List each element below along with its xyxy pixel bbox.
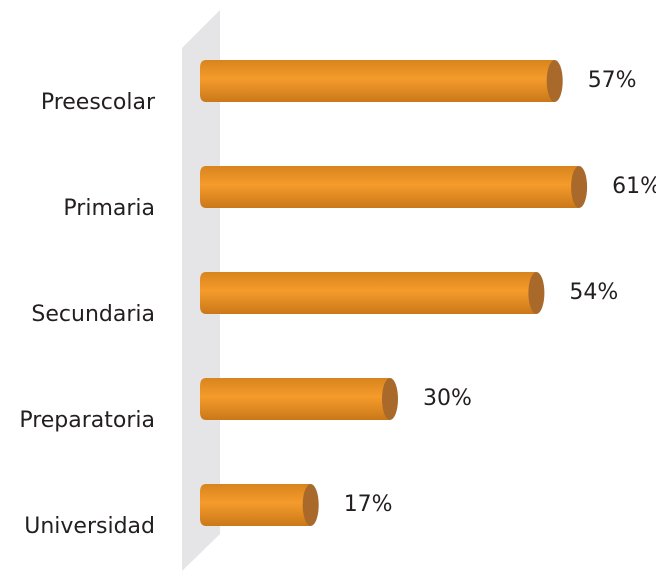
bar-body (200, 378, 390, 420)
bar (200, 272, 545, 314)
category-label: Primaria (63, 196, 155, 221)
bar-body (200, 60, 555, 102)
bar-cap (528, 272, 545, 314)
bar-cap (571, 166, 588, 208)
category-label: Preparatoria (19, 408, 155, 433)
bar-body (200, 272, 537, 314)
bar-body (200, 484, 311, 526)
category-label: Secundaria (31, 302, 155, 327)
category-label: Preescolar (41, 90, 156, 115)
value-label: 17% (344, 492, 393, 517)
value-label: 61% (612, 174, 656, 199)
value-label: 30% (423, 386, 472, 411)
value-label: 54% (569, 280, 618, 305)
bar-cap (382, 378, 398, 420)
category-label: Universidad (24, 514, 155, 539)
bar-body (200, 166, 580, 208)
value-label: 57% (588, 68, 637, 93)
bar (200, 60, 563, 102)
bar-cap (546, 60, 563, 102)
bar-cap (302, 484, 319, 526)
bar (200, 484, 319, 526)
bar (200, 166, 588, 208)
bar (200, 378, 398, 420)
